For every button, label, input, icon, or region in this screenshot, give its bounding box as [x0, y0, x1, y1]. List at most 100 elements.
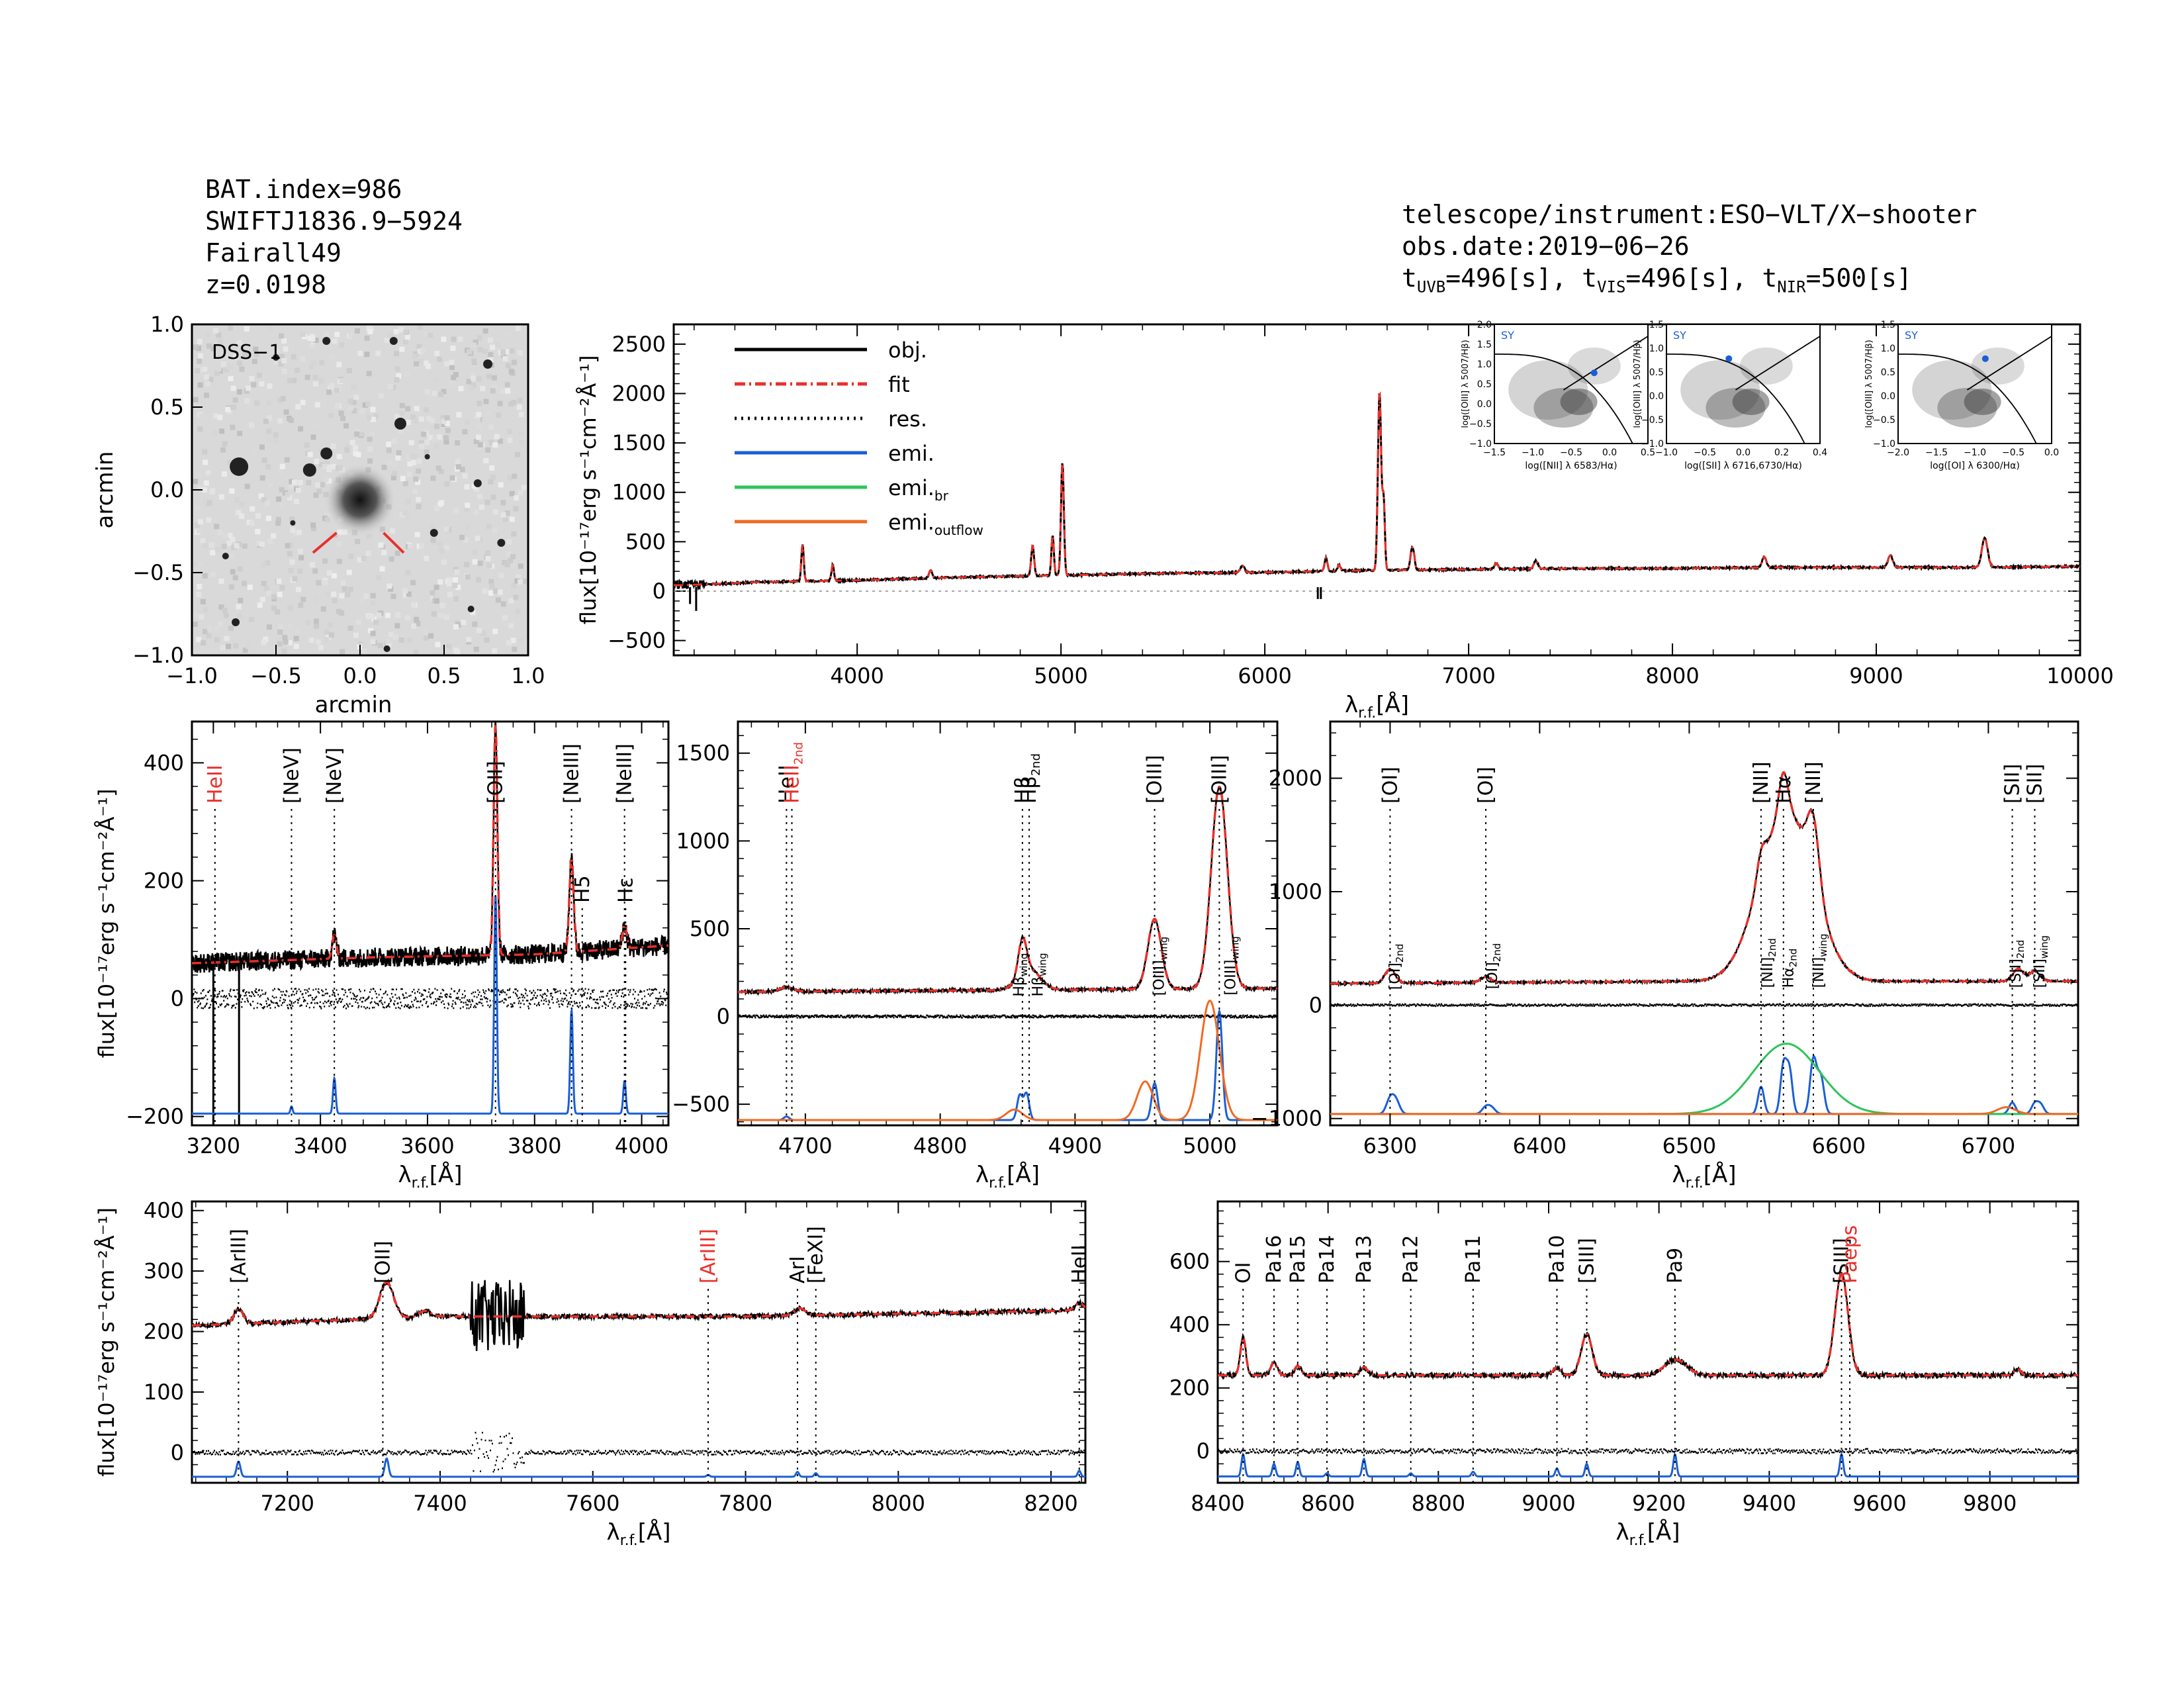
dss-pixel [307, 451, 313, 457]
dss-pixel [223, 612, 229, 618]
line-label: [NII] [1802, 761, 1825, 804]
dss-pixel [485, 409, 491, 415]
dss-pixel [295, 404, 301, 410]
dss-pixel [205, 470, 211, 476]
dss-pixel [488, 579, 494, 585]
dss-pixel [242, 647, 248, 653]
dss-pixel [473, 486, 479, 492]
dss-pixel [326, 570, 332, 576]
dss-pixel [202, 487, 208, 493]
dss-pixel [414, 616, 420, 622]
dss-pixel [361, 555, 367, 561]
dss-pixel [399, 346, 405, 352]
dss-pixel [277, 641, 283, 647]
dss-pixel [315, 482, 321, 488]
dss-pixel [293, 530, 298, 536]
dss-pixel [476, 628, 482, 633]
dss-pixel [492, 575, 498, 581]
dss-pixel [505, 388, 511, 394]
dss-pixel [324, 517, 330, 523]
dss-pixel [357, 431, 363, 437]
dss-pixel [394, 366, 400, 372]
y-tick-label: 200 [1169, 1376, 1210, 1401]
object-name: Fairall49 [205, 238, 341, 267]
plot-frame [191, 1200, 1087, 1484]
demarcation-curve [1898, 353, 2037, 444]
dss-pixel [319, 359, 325, 365]
dss-pixel [502, 356, 508, 362]
dss-pixel [484, 604, 490, 610]
dss-pixel [439, 547, 445, 553]
dss-pixel [203, 607, 208, 613]
dss-pixel [259, 596, 265, 602]
dss-pixel [218, 579, 224, 585]
dss-pixel [434, 593, 440, 599]
dss-pixel [438, 469, 444, 475]
dss-pixel [492, 528, 498, 534]
dss-pixel [278, 624, 284, 630]
dss-pixel [506, 639, 512, 645]
dss-pixel [484, 637, 490, 643]
dss-pixel [378, 393, 384, 399]
dss-pixel [287, 551, 293, 557]
dss-pixel [498, 482, 504, 488]
dss-pixel [515, 608, 521, 614]
object-info: BAT.index=986 SWIFTJ1836.9−5924 Fairall4… [205, 173, 463, 301]
dss-pixel [259, 541, 265, 547]
dss-pixel [385, 612, 390, 618]
dss-pixel [470, 610, 476, 616]
dss-pixel [279, 463, 285, 469]
dss-pixel [202, 573, 208, 579]
dss-pixel [511, 583, 517, 588]
dss-pixel [521, 579, 527, 585]
dss-pixel [289, 559, 295, 565]
x-tick-label: 9800 [1963, 1491, 2017, 1516]
x-tick-label: 3800 [508, 1133, 561, 1158]
dss-pixel [324, 460, 330, 466]
dss-pixel [366, 534, 372, 539]
x-tick-label: 9000 [1849, 663, 1903, 688]
dss-pixel [407, 461, 413, 467]
dss-pixel [441, 421, 447, 427]
dss-pixel [438, 391, 444, 397]
dss-pixel [339, 610, 345, 616]
bpt-y-tick-label: −0.5 [1641, 415, 1664, 426]
dss-pixel [319, 482, 325, 488]
dss-pixel [394, 623, 400, 629]
dss-pixel [367, 446, 373, 452]
dss-pixel [477, 400, 482, 406]
seyfert-liner-line [1966, 336, 2052, 391]
dss-pixel [476, 412, 482, 418]
dss-pixel [208, 377, 214, 383]
dss-pixel [392, 634, 398, 640]
dss-pixel [281, 396, 287, 402]
dss-pixel [458, 386, 464, 392]
dss-pixel [455, 440, 461, 446]
dss-pixel [508, 434, 514, 440]
dss-pixel [494, 434, 500, 440]
dss-pixel [271, 594, 277, 600]
dss-pixel [261, 639, 267, 645]
dss-pixel [398, 637, 404, 643]
dss-pixel [226, 643, 232, 649]
bpt-y-tick-label: −0.5 [1873, 415, 1895, 426]
dss-pixel [434, 424, 440, 430]
dss-pixel [388, 556, 394, 562]
dss-pixel [492, 442, 498, 448]
dss-pixel [403, 339, 409, 345]
dss-pixel [298, 426, 304, 432]
dss-star [389, 337, 398, 345]
component-label: [OIII]wing [1152, 937, 1170, 996]
dss-pixel [406, 637, 412, 643]
dss-pixel [376, 575, 382, 581]
dss-pixel [194, 522, 200, 528]
dss-pixel [373, 414, 379, 420]
dss-pixel [233, 354, 239, 360]
dss-pixel [449, 359, 455, 365]
dss-pixel [443, 439, 449, 445]
dss-pixel [293, 635, 299, 641]
dss-pixel [489, 465, 495, 471]
dss-pixel [298, 602, 304, 608]
component-label: Hβwing [1030, 953, 1048, 996]
dss-pixel [265, 464, 271, 470]
